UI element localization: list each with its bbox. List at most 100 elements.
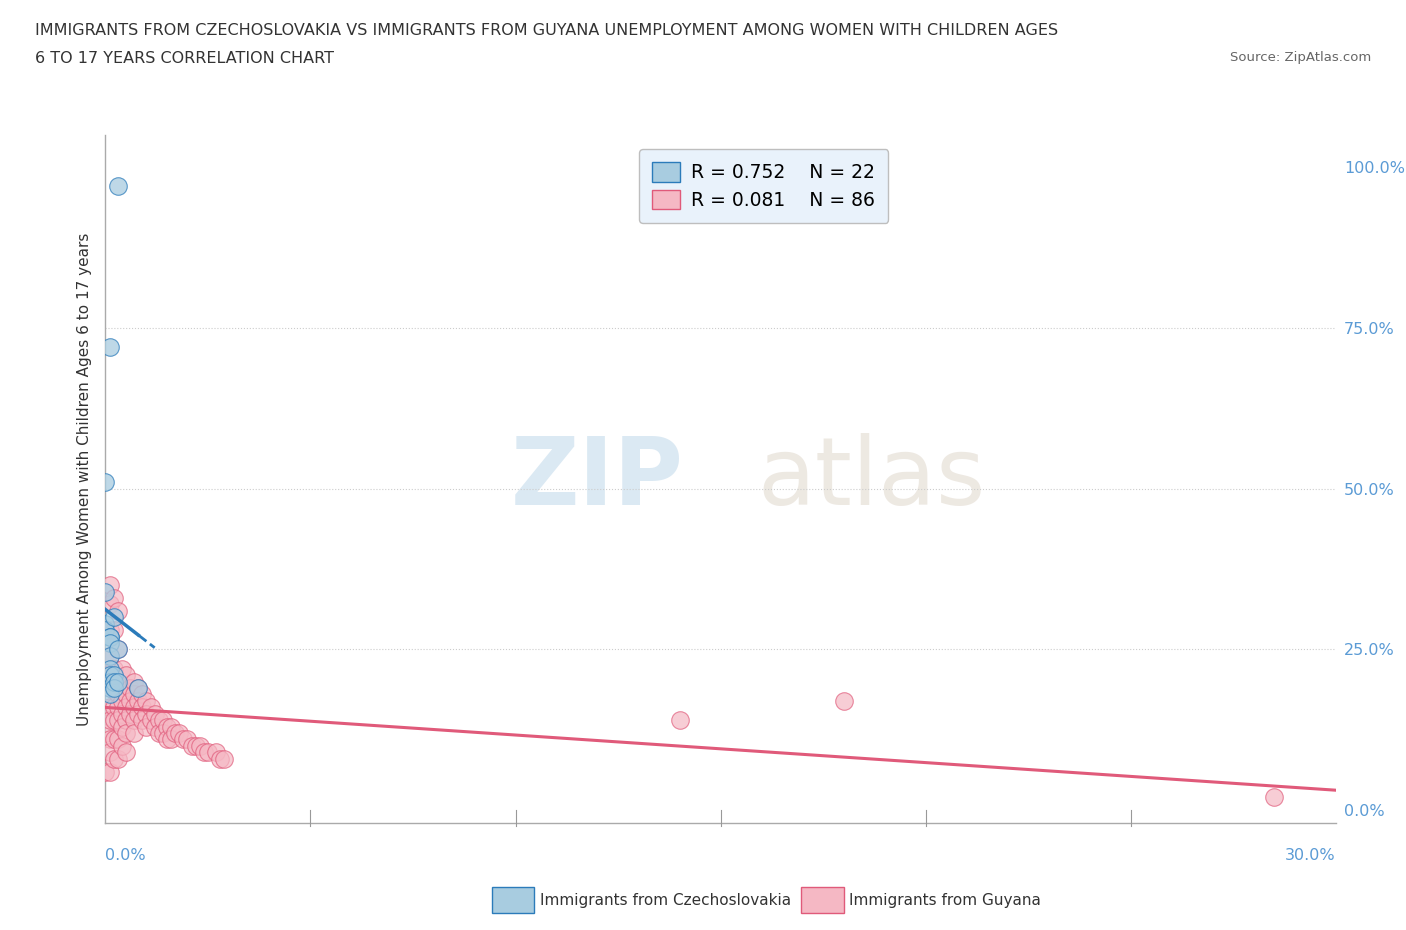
Point <box>127 681 149 696</box>
Point <box>120 694 141 709</box>
Point <box>98 578 121 592</box>
Point <box>103 661 125 676</box>
Point <box>214 751 236 766</box>
Point <box>135 706 157 721</box>
Point <box>122 674 145 689</box>
Point <box>103 712 125 727</box>
Point <box>832 694 855 709</box>
Point <box>111 706 134 721</box>
Point <box>107 700 129 715</box>
Point <box>184 738 207 753</box>
Point <box>103 674 125 689</box>
Point <box>115 745 138 760</box>
Point <box>156 719 179 734</box>
Point <box>103 681 125 696</box>
Point <box>103 610 125 625</box>
Point <box>176 732 198 747</box>
Point <box>205 745 228 760</box>
Point <box>103 668 125 683</box>
Point <box>98 629 121 644</box>
Point <box>103 700 125 715</box>
Point <box>156 732 179 747</box>
Point <box>120 706 141 721</box>
Point <box>131 700 153 715</box>
Point <box>209 751 232 766</box>
Point <box>122 712 145 727</box>
Point <box>107 751 129 766</box>
Point <box>165 725 187 740</box>
Text: atlas: atlas <box>758 433 986 525</box>
Point <box>94 668 117 683</box>
Point <box>148 712 170 727</box>
Point <box>127 694 149 709</box>
Point <box>160 732 183 747</box>
Point <box>98 339 121 354</box>
Point <box>131 687 153 702</box>
Point <box>1263 790 1285 804</box>
Point <box>120 681 141 696</box>
Point <box>122 725 145 740</box>
Point <box>98 623 121 638</box>
Point <box>180 738 202 753</box>
Point <box>98 668 121 683</box>
Point <box>98 700 121 715</box>
Point <box>107 674 129 689</box>
Point <box>98 681 121 696</box>
Point <box>107 179 129 193</box>
Point <box>127 706 149 721</box>
Point <box>94 725 117 740</box>
Point <box>103 732 125 747</box>
Y-axis label: Unemployment Among Women with Children Ages 6 to 17 years: Unemployment Among Women with Children A… <box>76 232 91 725</box>
Point <box>107 712 129 727</box>
Point <box>152 725 174 740</box>
Point <box>107 732 129 747</box>
Point <box>188 738 211 753</box>
Point <box>107 604 129 618</box>
Point <box>127 681 149 696</box>
Point <box>98 674 121 689</box>
Point <box>98 732 121 747</box>
Point <box>98 687 121 702</box>
Point <box>94 617 117 631</box>
Point <box>668 712 690 727</box>
Text: ZIP: ZIP <box>510 433 683 525</box>
Text: 30.0%: 30.0% <box>1285 848 1336 863</box>
Text: Immigrants from Czechoslovakia: Immigrants from Czechoslovakia <box>540 893 792 908</box>
Point <box>122 687 145 702</box>
Point <box>103 681 125 696</box>
Point <box>107 687 129 702</box>
Text: 0.0%: 0.0% <box>105 848 146 863</box>
Point <box>172 732 194 747</box>
Point <box>197 745 219 760</box>
Point <box>115 712 138 727</box>
Point <box>107 642 129 657</box>
Point <box>98 745 121 760</box>
Point <box>115 687 138 702</box>
Point <box>169 725 191 740</box>
Point <box>103 623 125 638</box>
Point <box>107 674 129 689</box>
Point <box>115 700 138 715</box>
Point <box>135 694 157 709</box>
Text: Immigrants from Guyana: Immigrants from Guyana <box>849 893 1040 908</box>
Point <box>139 700 162 715</box>
Point <box>193 745 215 760</box>
Point <box>98 629 121 644</box>
Text: 6 TO 17 YEARS CORRELATION CHART: 6 TO 17 YEARS CORRELATION CHART <box>35 51 335 66</box>
Point <box>115 725 138 740</box>
Point <box>94 623 117 638</box>
Point <box>107 642 129 657</box>
Point <box>122 700 145 715</box>
Point <box>98 635 121 650</box>
Point <box>143 706 166 721</box>
Point <box>152 712 174 727</box>
Point <box>111 738 134 753</box>
Point <box>98 661 121 676</box>
Point <box>160 719 183 734</box>
Point <box>98 712 121 727</box>
Point <box>131 712 153 727</box>
Point <box>98 648 121 663</box>
Point <box>111 681 134 696</box>
Point <box>98 681 121 696</box>
Point <box>115 668 138 683</box>
